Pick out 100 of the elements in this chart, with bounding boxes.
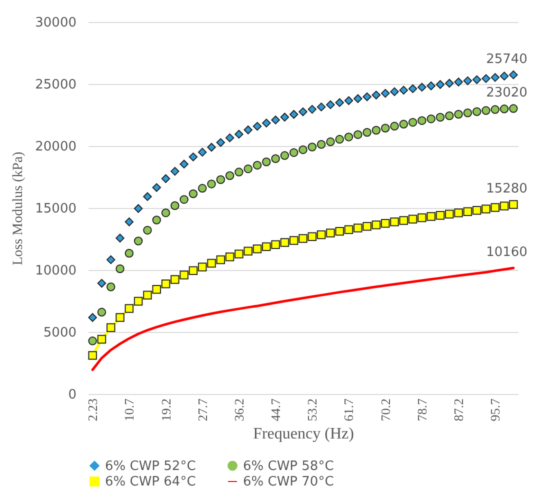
point: [372, 90, 381, 100]
point: [244, 164, 252, 174]
point: [335, 134, 344, 144]
x-tick-label: 95.7: [488, 398, 503, 422]
x-tick-label: 2.23: [85, 398, 100, 422]
point: [134, 204, 143, 213]
point: [161, 208, 170, 218]
point: [362, 128, 372, 137]
point: [490, 105, 500, 114]
point: [271, 154, 280, 164]
point: [354, 130, 362, 139]
point: [472, 75, 482, 84]
x-tick-label: 44.7: [268, 398, 284, 422]
legend-label: 6% CWP 52°C: [105, 458, 196, 474]
legend-label: 6% CWP 64°C: [105, 474, 196, 490]
point: [308, 142, 317, 152]
point: [426, 114, 436, 124]
point: [271, 116, 280, 124]
point: [454, 110, 463, 119]
y-tick-label: 10000: [35, 264, 76, 278]
point: [344, 132, 354, 142]
x-tick-label: 87.2: [451, 398, 466, 422]
point: [335, 98, 344, 107]
point: [152, 216, 161, 224]
point: [500, 104, 509, 114]
point: [454, 78, 463, 86]
point: [152, 183, 161, 192]
point: [225, 133, 234, 142]
x-tick-label: 70.2: [378, 398, 393, 422]
point: [106, 282, 116, 292]
point: [170, 166, 180, 176]
point: [116, 264, 124, 274]
point: [445, 78, 454, 88]
point: [289, 110, 298, 119]
point: [88, 313, 97, 322]
y-tick-label: 30000: [35, 16, 76, 30]
point: [354, 94, 362, 104]
point: [298, 107, 308, 116]
point: [97, 308, 106, 317]
point: [280, 112, 290, 122]
point: [362, 92, 372, 102]
point: [161, 174, 170, 183]
point: [244, 126, 252, 134]
point: [170, 201, 180, 210]
x-axis-title: Frequency (Hz): [253, 425, 354, 442]
point: [97, 278, 106, 288]
point: [198, 184, 207, 193]
point: [124, 218, 134, 226]
point: [509, 70, 518, 80]
point: [399, 86, 408, 95]
point: [106, 255, 116, 264]
point: [289, 148, 298, 157]
point: [380, 124, 390, 133]
point: [436, 80, 445, 89]
point: [262, 158, 271, 166]
data-label: 23020: [486, 86, 528, 101]
point: [426, 81, 436, 90]
legend-label: 6% CWP 70°C: [243, 474, 334, 490]
x-tick-label: 53.2: [304, 398, 320, 422]
point: [326, 137, 335, 146]
point: [436, 112, 445, 122]
point: [180, 195, 188, 204]
point: [88, 336, 97, 346]
point: [372, 126, 381, 135]
point: [326, 100, 335, 110]
point: [180, 160, 188, 168]
point: [490, 73, 500, 82]
legend-label: 6% CWP 58°C: [243, 458, 334, 474]
point: [463, 76, 472, 86]
point: [198, 148, 207, 157]
point: [262, 118, 271, 128]
x-tick-label: 19.2: [158, 398, 174, 422]
point: [252, 122, 262, 131]
point: [408, 118, 418, 127]
data-label: 10160: [486, 245, 528, 260]
point: [298, 145, 308, 154]
point: [344, 96, 354, 105]
point: [116, 234, 124, 243]
point: [134, 236, 143, 246]
point: [472, 107, 482, 116]
point: [143, 226, 152, 235]
point: [308, 104, 317, 114]
point: [216, 138, 226, 147]
point: [482, 106, 490, 115]
y-tick-label: 20000: [35, 140, 76, 154]
point: [418, 116, 426, 125]
point: [445, 111, 454, 120]
x-tick-label: 27.7: [194, 398, 210, 422]
point: [207, 180, 216, 188]
point: [418, 82, 426, 92]
point: [509, 104, 518, 113]
data-label: 25740: [486, 52, 528, 67]
y-tick-label: 25000: [35, 78, 76, 92]
x-tick-label: 78.7: [414, 398, 430, 422]
x-tick-label: 10.7: [122, 398, 137, 422]
point: [188, 152, 198, 162]
point: [143, 192, 152, 201]
y-tick-label: 5000: [43, 326, 76, 340]
point: [463, 108, 472, 118]
point: [252, 160, 262, 170]
